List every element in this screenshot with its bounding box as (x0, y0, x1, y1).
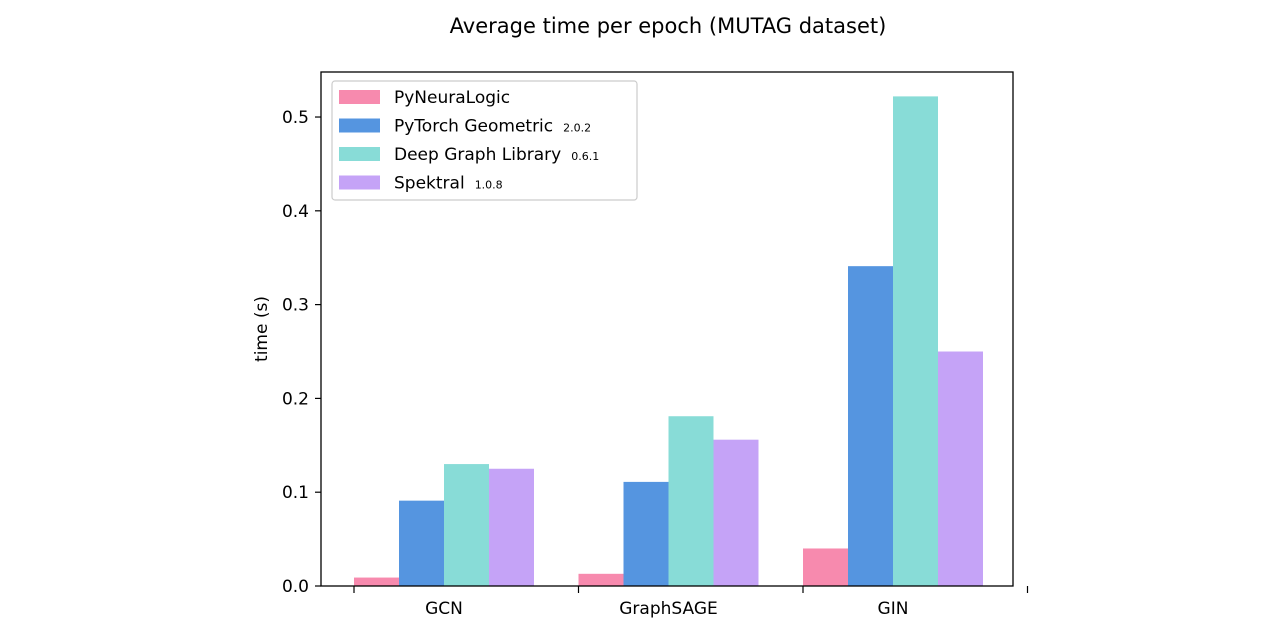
y-tick-label: 0.3 (282, 296, 309, 316)
bar-graphsage-deep-graph-library (668, 416, 714, 586)
bar-gin-spektral (938, 351, 983, 586)
bars-layer (354, 96, 983, 586)
legend-box (331, 80, 638, 201)
bar-gin-pytorch-geometric (848, 266, 893, 586)
axes-layer: 0.0 0.1 0.2 0.3 0.4 0.5 GCN GraphSAGE GIN (282, 71, 1029, 619)
legend-swatch (339, 147, 380, 161)
x-tick-label: GIN (878, 599, 909, 619)
bar-gin-deep-graph-library (893, 96, 938, 586)
legend-swatch (339, 118, 380, 133)
bar-gcn-spektral (489, 468, 534, 586)
plot-frame (320, 71, 1014, 587)
bar-gcn-deep-graph-library (444, 464, 489, 586)
legend-version: 2.0.2 (563, 122, 591, 135)
legend-swatch (339, 175, 380, 190)
y-tick-label: 0.4 (282, 202, 309, 222)
chart-title: Average time per epoch (MUTAG dataset) (450, 14, 887, 38)
bar-gin-pyneuralogic (803, 548, 848, 586)
legend-label: PyNeuraLogic (394, 88, 510, 108)
legend-swatch (339, 90, 380, 104)
y-tick-label: 0.5 (282, 108, 309, 128)
x-tick-label: GraphSAGE (619, 599, 718, 619)
y-tick-label: 0.1 (282, 483, 309, 503)
y-tick-label: 0.0 (282, 577, 309, 597)
bar-graphsage-pytorch-geometric (623, 481, 669, 586)
legend-version: 1.0.8 (475, 179, 503, 192)
legend-version: 0.6.1 (571, 150, 599, 163)
y-tick-label: 0.2 (282, 389, 309, 409)
legend-label: Spektral (394, 174, 465, 194)
legend-label: Deep Graph Library (394, 145, 561, 165)
bar-gcn-pytorch-geometric (399, 500, 444, 586)
y-axis-label: time (s) (252, 296, 272, 362)
x-tick-label: GCN (425, 599, 463, 619)
legend-label: PyTorch Geometric (394, 117, 553, 137)
bar-graphsage-spektral (713, 439, 759, 586)
bar-gcn-pyneuralogic (354, 577, 399, 586)
bar-graphsage-pyneuralogic (578, 573, 624, 586)
